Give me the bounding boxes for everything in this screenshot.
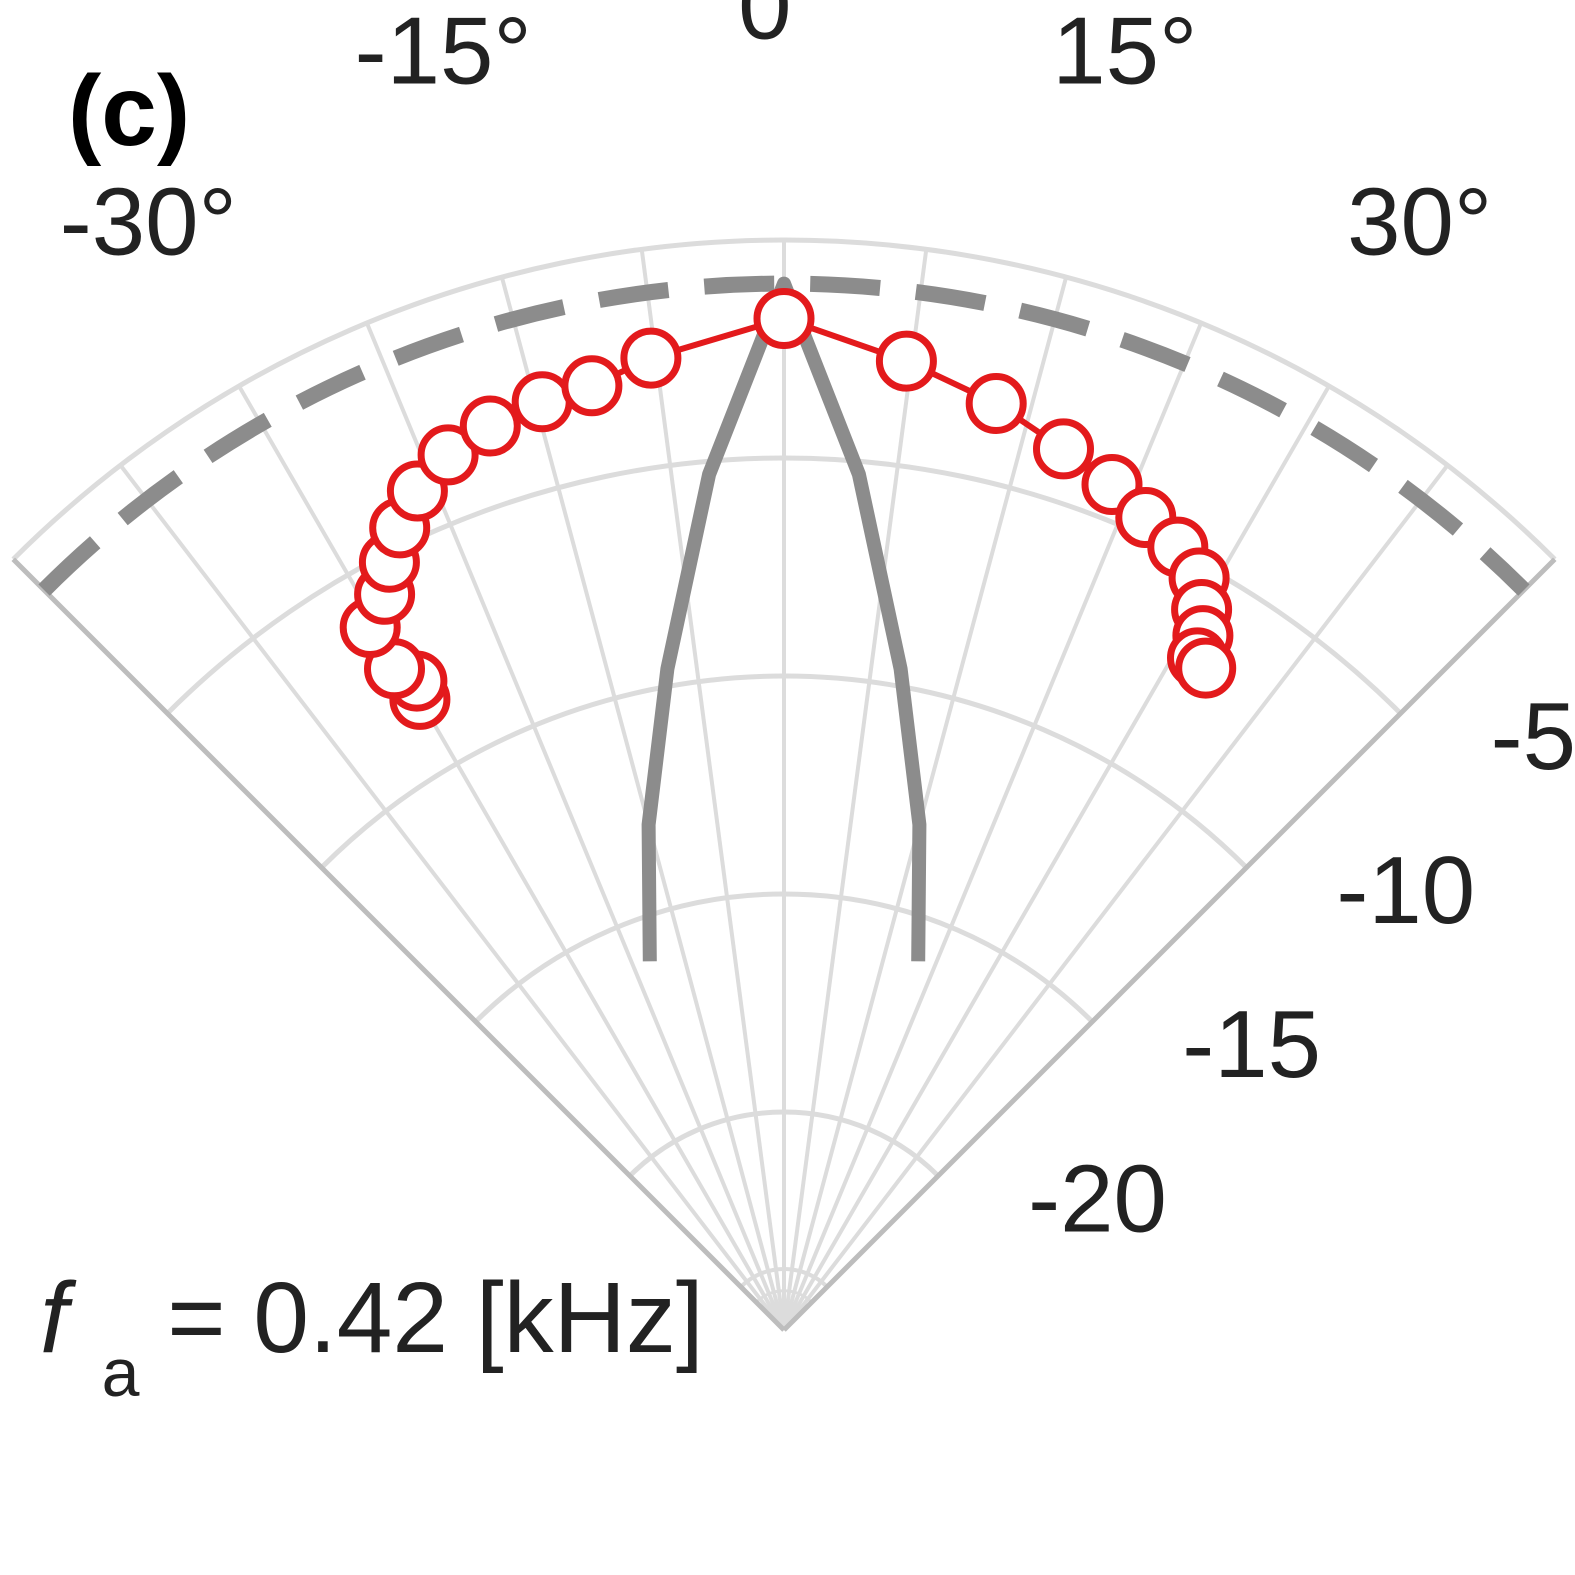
spoke-gridline: [782, 464, 1450, 1332]
data-point: [459, 395, 521, 457]
panel-label: (c): [68, 55, 190, 167]
r-tick-label: -10: [1336, 837, 1475, 944]
theta-tick-label: 15°: [1052, 0, 1197, 104]
theta-tick-label: -30°: [60, 168, 237, 275]
tick-labels: -30° -15° 0° 15° 30° -5-10-15-20: [60, 0, 1575, 1252]
data-point: [1175, 637, 1237, 699]
theta-tick-label: -15°: [355, 0, 532, 104]
r-tick-label: -5: [1491, 683, 1575, 790]
data-point: [753, 288, 815, 349]
data-point: [1033, 418, 1094, 480]
frequency-symbol: f: [40, 1262, 77, 1374]
spoke-gridline: [118, 464, 786, 1332]
sector-edge: [11, 557, 786, 1332]
data-point: [965, 373, 1027, 434]
r-tick-label: -15: [1182, 991, 1321, 1098]
frequency-subscript: a: [102, 1335, 140, 1411]
frequency-annotation: f a = 0.42 [kHz]: [40, 1262, 704, 1418]
series-layer: [38, 275, 1530, 962]
theta-tick-label: 30°: [1347, 168, 1492, 275]
data-point: [511, 371, 573, 433]
r-tick-label: -20: [1028, 1145, 1167, 1252]
spoke-gridline: [782, 276, 1069, 1331]
spoke-gridline: [237, 385, 786, 1332]
data-point: [875, 330, 937, 392]
spoke-gridline: [782, 385, 1331, 1332]
data-point: [620, 327, 682, 389]
polar-grid: [11, 237, 1557, 1332]
spoke-gridline: [499, 276, 786, 1331]
spoke-gridline: [639, 249, 786, 1331]
sector-edge: [782, 557, 1557, 1332]
dashed-reference-line: [38, 275, 1530, 596]
data-point: [417, 424, 479, 486]
data-point: [561, 355, 623, 417]
theta-tick-label: 0°: [738, 0, 830, 60]
spoke-gridline: [782, 249, 929, 1331]
solid-beam-line: [641, 276, 927, 962]
frequency-value: = 0.42 [kHz]: [167, 1262, 703, 1374]
